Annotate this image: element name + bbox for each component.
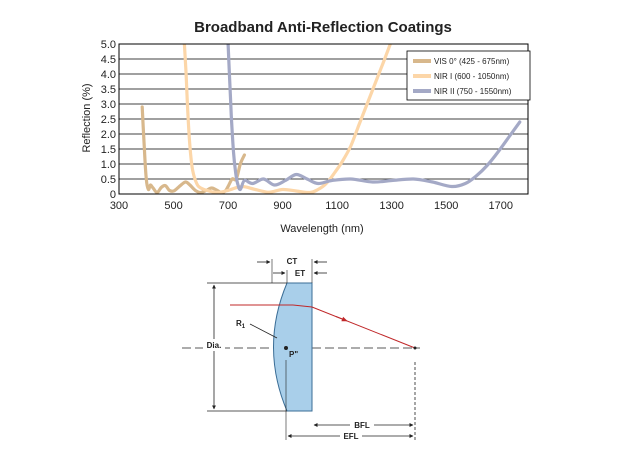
legend-label-nir2: NIR II (750 - 1550nm) (434, 87, 512, 96)
y-tick-label-3: 1.5 (101, 144, 116, 156)
diameter-label-bg (203, 339, 225, 351)
series-nir2-line (226, 44, 522, 192)
y-tick-label-1: 0.5 (101, 174, 116, 186)
diameter-label: Dia. (207, 341, 222, 350)
internal-ray (292, 304, 313, 308)
x-tick-label-1: 500 (164, 200, 182, 212)
chart-title: Broadband Anti-Reflection Coatings (194, 19, 452, 36)
y-tick-label-0: 0 (110, 189, 116, 201)
legend-entry-nir2: NIR II (750 - 1550nm) (413, 87, 512, 96)
refracted-ray (311, 306, 416, 349)
bfl-label-bg (350, 419, 374, 430)
legend-entry-vis: VIS 0° (425 - 675nm) (413, 57, 510, 66)
y-tick-label-10: 5.0 (101, 39, 116, 51)
x-tick-label-4: 1100 (325, 200, 349, 212)
chart-legend: VIS 0° (425 - 675nm) NIR I (600 - 1050nm… (406, 50, 531, 101)
radius-leader (249, 323, 278, 339)
efl-label-bg (340, 430, 362, 441)
y-tick-labels: 0 0.5 1.0 1.5 2.0 2.5 3.0 3.5 4.0 4.5 5.0 (101, 39, 116, 201)
x-tick-label-7: 1700 (488, 200, 512, 212)
x-tick-label-0: 300 (110, 200, 128, 212)
et-label: ET (295, 269, 305, 278)
plano-convex-lens (273, 282, 313, 412)
y-tick-label-7: 3.5 (101, 84, 116, 96)
ct-label: CT (287, 257, 298, 266)
x-tick-label-5: 1300 (379, 200, 403, 212)
lens-diagram: P" R1 Dia. CT ET BFL EFL (182, 257, 420, 441)
x-axis-label: Wavelength (nm) (280, 223, 363, 235)
legend-label-nir1: NIR I (600 - 1050nm) (434, 72, 509, 81)
legend-label-vis: VIS 0° (425 - 675nm) (434, 57, 510, 66)
y-axis-label: Reflection (%) (81, 83, 93, 152)
y-tick-label-4: 2.0 (101, 129, 116, 141)
series-nir1-line (182, 44, 392, 194)
y-tick-label-5: 2.5 (101, 114, 116, 126)
efl-label: EFL (343, 432, 358, 441)
ray-direction-arrow (335, 316, 348, 322)
x-tick-labels: 300 500 700 900 1100 1300 1500 1700 (110, 200, 513, 212)
legend-entry-nir1: NIR I (600 - 1050nm) (413, 72, 509, 81)
y-tick-label-9: 4.5 (101, 54, 116, 66)
x-tick-label-6: 1500 (434, 200, 458, 212)
y-tick-label-2: 1.0 (101, 159, 116, 171)
plot-frame (118, 43, 529, 195)
series-vis-line (140, 105, 246, 194)
reflection-chart: Broadband Anti-Reflection Coatings 300 50… (81, 19, 531, 235)
radius-label: R1 (236, 319, 246, 330)
y-tick-label-6: 3.0 (101, 99, 116, 111)
x-tick-label-3: 900 (273, 200, 291, 212)
principal-point-label: P" (289, 350, 298, 359)
bfl-label: BFL (354, 421, 370, 430)
chart-series (140, 44, 522, 194)
focal-point (413, 346, 417, 350)
y-tick-label-8: 4.0 (101, 69, 116, 81)
principal-point-marker (284, 346, 288, 350)
x-tick-label-2: 700 (219, 200, 237, 212)
